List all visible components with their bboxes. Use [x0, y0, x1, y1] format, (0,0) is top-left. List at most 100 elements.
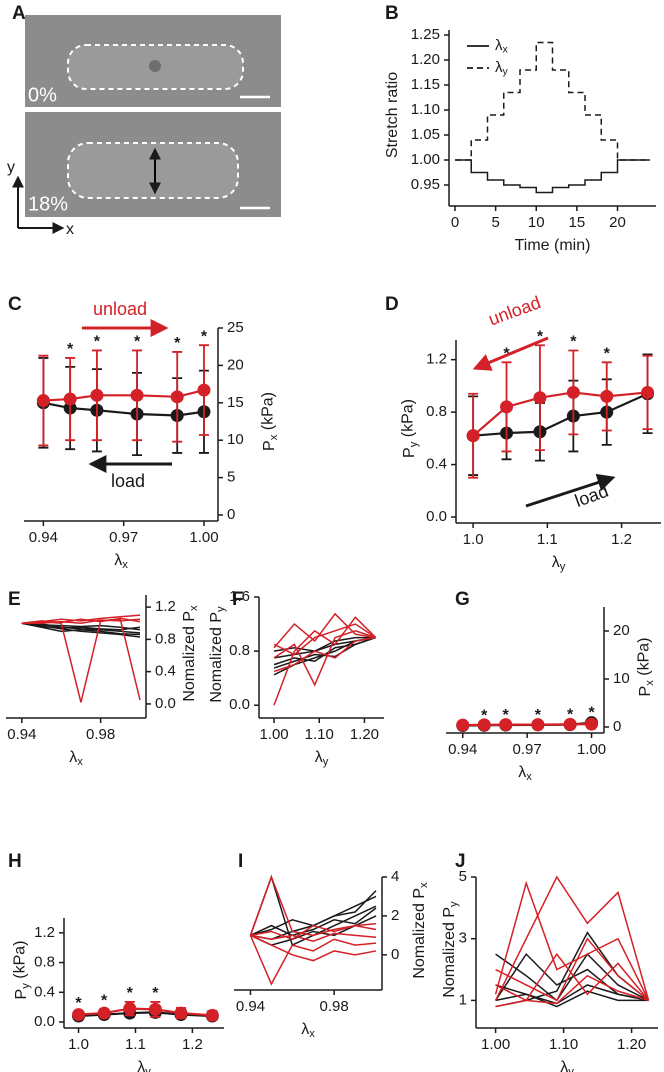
marker	[500, 400, 514, 414]
series-line	[21, 618, 141, 703]
significance-mark: *	[537, 328, 544, 345]
marker	[499, 718, 513, 732]
y-axis-title: Px (kPa)	[636, 638, 656, 697]
significance-mark: *	[67, 341, 74, 358]
series-line	[273, 616, 377, 706]
y-tick-label: 1.05	[411, 126, 440, 143]
y-tick-label: 4	[391, 868, 399, 885]
axis-indicator-label: y	[7, 159, 15, 176]
series-line	[273, 636, 376, 652]
x-tick-label: 10	[528, 214, 545, 231]
y-tick-label: 1.2	[155, 598, 176, 615]
x-tick-label: 20	[609, 214, 626, 231]
legend-label: λx	[495, 37, 509, 55]
y-axis-title: Nomalized Px	[411, 882, 430, 979]
subscript: y	[560, 561, 566, 573]
text-part: (kPa)	[636, 638, 653, 681]
legend-label: λy	[495, 59, 509, 77]
x-tick-label: 0.94	[7, 726, 36, 743]
x-tick-label: 0.97	[109, 529, 138, 546]
subscript: x	[188, 605, 200, 611]
y-axis-title: Py (kPa)	[400, 399, 420, 458]
significance-mark: *	[535, 707, 542, 724]
y-axis-title: Nomalized Py	[208, 606, 227, 703]
y-axis-title: Stretch ratio	[384, 72, 401, 158]
annotation: unload	[93, 299, 147, 319]
x-tick-label: 1.20	[617, 1036, 646, 1053]
panel-letter: C	[8, 294, 22, 315]
significance-mark: *	[134, 334, 141, 351]
x-tick-label: 0.94	[448, 741, 477, 758]
subscript: x	[309, 1028, 315, 1040]
y-tick-label: 0.8	[155, 630, 176, 647]
subscript: x	[526, 771, 532, 783]
series-line	[495, 952, 650, 1008]
panel-letter: B	[385, 3, 399, 24]
series-line	[249, 935, 377, 986]
y-tick-label: 10	[227, 431, 244, 448]
significance-mark: *	[201, 328, 208, 345]
x-tick-label: 1.1	[537, 531, 558, 548]
marker	[585, 717, 599, 731]
y-tick-label: 0.4	[426, 456, 447, 473]
series-line	[250, 907, 377, 937]
series-line	[455, 159, 650, 194]
series-line	[494, 875, 650, 1001]
series-line	[21, 622, 141, 631]
series-line	[273, 630, 376, 687]
series-line	[21, 622, 141, 631]
series-line	[495, 937, 650, 1002]
marker	[641, 385, 655, 399]
micrograph: 0%	[25, 15, 281, 107]
y-tick-label: 0.0	[426, 508, 447, 525]
series-line	[455, 41, 650, 161]
annotation: load	[111, 471, 145, 491]
series-line	[273, 623, 377, 656]
significance-mark: *	[94, 334, 101, 351]
y-tick-label: 0.0	[229, 696, 250, 713]
panel-letter: D	[385, 294, 399, 315]
significance-mark: *	[604, 346, 611, 363]
marker	[123, 1002, 137, 1016]
subscript: y	[568, 1066, 574, 1072]
series-line	[250, 924, 377, 941]
y-tick-label: 1.6	[229, 588, 250, 605]
x-tick-label: 1.10	[305, 726, 334, 743]
y-tick-label: 0.8	[34, 954, 55, 971]
x-tick-label: 1.1	[125, 1036, 146, 1053]
y-tick-label: 10	[613, 670, 630, 687]
x-tick-label: 1.00	[577, 741, 606, 758]
y-tick-label: 0.8	[229, 642, 250, 659]
x-tick-label: 0	[451, 214, 459, 231]
y-tick-label: 0.4	[155, 663, 176, 680]
series-line	[273, 612, 376, 649]
marker	[456, 718, 470, 732]
x-tick-label: 0.98	[320, 998, 349, 1015]
series-line	[473, 392, 649, 437]
subscript: x	[644, 680, 656, 686]
x-tick-label: 1.00	[189, 529, 218, 546]
y-axis-title: Py (kPa)	[12, 941, 32, 1000]
panel-letter: H	[8, 851, 22, 872]
x-axis-title: λy	[137, 1059, 151, 1072]
annotation-arrow	[472, 336, 549, 371]
y-tick-label: 1.2	[34, 924, 55, 941]
y-tick-label: 1.15	[411, 76, 440, 93]
marker	[205, 1008, 219, 1022]
significance-mark: *	[101, 993, 108, 1010]
marker	[72, 1008, 86, 1022]
significance-mark: *	[570, 334, 577, 351]
micrograph: 18%	[25, 112, 281, 217]
subscript: x	[268, 434, 280, 440]
significance-mark: *	[503, 707, 510, 724]
annotation: unload	[486, 292, 544, 329]
series-line	[250, 890, 377, 937]
series-line	[273, 636, 376, 669]
marker	[600, 389, 614, 403]
y-tick-label: 1.10	[411, 101, 440, 118]
y-tick-label: 25	[227, 319, 244, 336]
marker	[566, 385, 580, 399]
subscript: y	[215, 606, 227, 612]
